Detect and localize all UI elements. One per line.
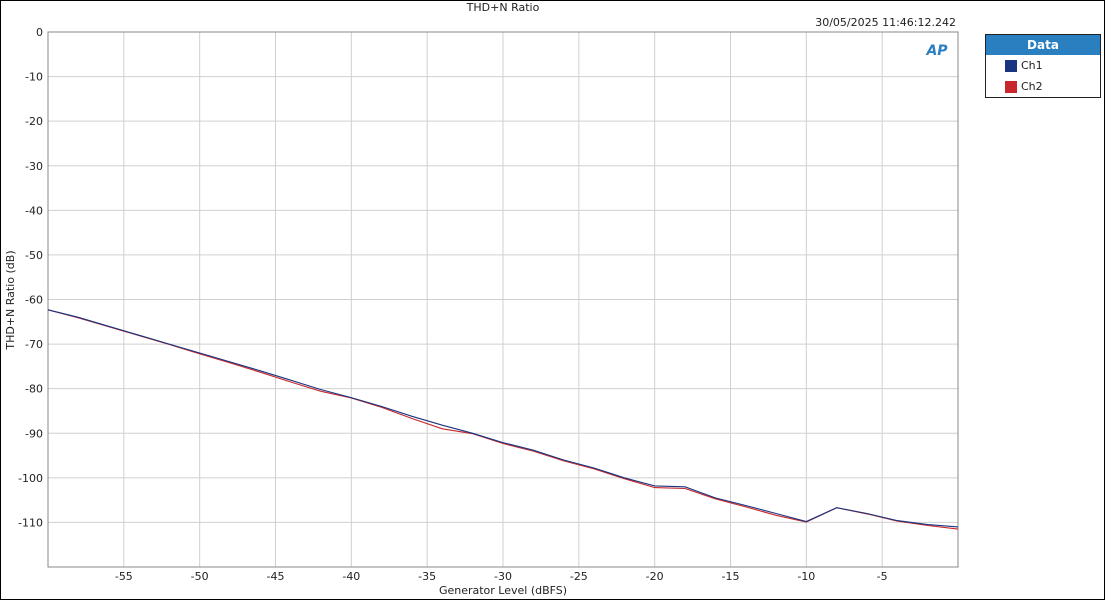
x-tick-label: -45: [267, 570, 285, 583]
x-tick-label: -40: [342, 570, 360, 583]
x-tick-label: -15: [722, 570, 740, 583]
y-tick-label: -30: [25, 160, 43, 173]
y-tick-label: -110: [18, 516, 43, 529]
x-axis-label: Generator Level (dBFS): [439, 584, 567, 597]
legend: Data Ch1 Ch2: [985, 34, 1101, 98]
x-tick-label: -55: [115, 570, 133, 583]
legend-label: Ch1: [1021, 59, 1043, 72]
x-tick-label: -35: [418, 570, 436, 583]
x-tick-label: -30: [494, 570, 512, 583]
y-tick-label: -90: [25, 427, 43, 440]
legend-item-ch1[interactable]: Ch1: [986, 55, 1100, 76]
y-axis-label: THD+N Ratio (dB): [4, 250, 17, 350]
x-tick-label: -25: [570, 570, 588, 583]
y-tick-label: -20: [25, 115, 43, 128]
y-tick-label: -100: [18, 472, 43, 485]
legend-item-ch2[interactable]: Ch2: [986, 76, 1100, 97]
x-tick-label: -5: [877, 570, 888, 583]
ch1-swatch: [1005, 59, 1017, 72]
ap-logo: AP: [925, 43, 948, 59]
y-tick-label: 0: [36, 26, 43, 39]
chart-title: THD+N Ratio: [466, 1, 540, 14]
timestamp: 30/05/2025 11:46:12.242: [815, 16, 956, 29]
y-tick-label: -40: [25, 204, 43, 217]
ch2-swatch: [1005, 80, 1017, 93]
y-tick-label: -60: [25, 294, 43, 307]
y-tick-label: -50: [25, 249, 43, 262]
y-tick-label: -10: [25, 71, 43, 84]
plot-area: [47, 31, 959, 568]
legend-title: Data: [986, 35, 1100, 55]
series-line-ch1: [47, 309, 959, 528]
x-tick-label: -50: [191, 570, 209, 583]
x-tick-label: -20: [646, 570, 664, 583]
legend-label: Ch2: [1021, 80, 1043, 93]
y-tick-label: -80: [25, 383, 43, 396]
y-tick-label: -70: [25, 338, 43, 351]
x-tick-label: -10: [797, 570, 815, 583]
